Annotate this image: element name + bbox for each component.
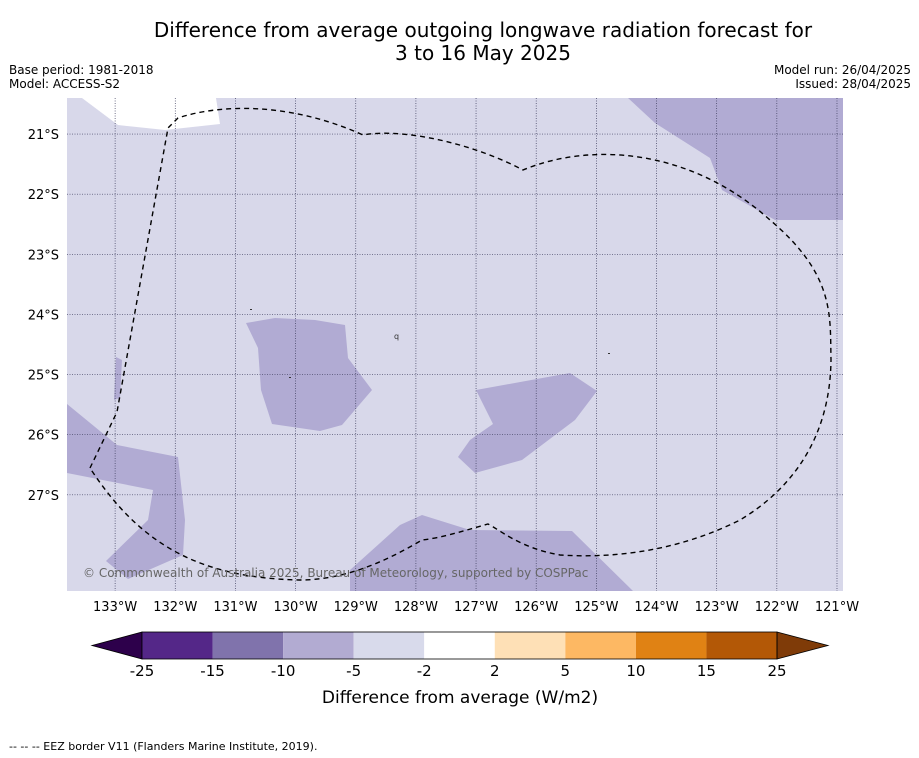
base-period: Base period: 1981-2018 (9, 63, 154, 77)
latitude-label: 22°S (28, 188, 59, 203)
eez-border-line (89, 107, 832, 581)
map-background (67, 98, 843, 591)
longitude-label: 133°W (93, 600, 137, 615)
colorbar: -25 -15 -10 -5 -2 2 5 10 15 25 (90, 631, 830, 680)
colorbar-tick-label: 2 (490, 662, 500, 680)
model-run: Model run: 26/04/2025 (773, 63, 911, 77)
latitude-label: 26°S (28, 429, 59, 444)
longitude-label: 132°W (153, 600, 197, 615)
longitude-label: 121°W (815, 600, 859, 615)
island-marker (250, 309, 252, 310)
negative-region-top-right (628, 98, 843, 220)
latitude-label: 21°S (28, 128, 59, 143)
colorbar-label: Difference from average (W/m2) (322, 688, 598, 708)
colorbar-segment (353, 632, 425, 659)
copyright-text: © Commonwealth of Australia 2025, Bureau… (83, 566, 588, 580)
longitude-label: 122°W (755, 600, 799, 615)
negative-region-center-right (458, 373, 597, 473)
negative-region-left (67, 404, 185, 579)
longitude-label: 126°W (514, 600, 558, 615)
colorbar-segment (494, 632, 566, 659)
island-marker (289, 377, 291, 378)
colorbar-segment (706, 632, 777, 659)
colorbar-tick-label: 5 (561, 662, 571, 680)
negative-region-bottom (350, 515, 633, 591)
island-marker (608, 353, 610, 354)
latitude-label: 27°S (28, 489, 59, 504)
longitude-label: 125°W (574, 600, 618, 615)
longitude-label: 123°W (695, 600, 739, 615)
longitude-label: 127°W (454, 600, 498, 615)
colorbar-extend-high (776, 631, 830, 660)
longitude-label: 124°W (634, 600, 678, 615)
model-name: Model: ACCESS-S2 (9, 77, 121, 91)
issued-date: Issued: 28/04/2025 (795, 77, 911, 91)
colorbar-tick-label: 25 (767, 662, 786, 680)
latitude-label: 25°S (28, 369, 59, 384)
colorbar-tick-label: -2 (417, 662, 432, 680)
footer-legend: -- -- -- EEZ border V11 (Flanders Marine… (9, 740, 318, 753)
colorbar-segment (212, 632, 284, 659)
colorbar-extend-low (90, 631, 143, 660)
colorbar-frame (141, 631, 778, 660)
title-line-1: Difference from average outgoing longwav… (153, 18, 813, 42)
colorbar-tick-label: -10 (271, 662, 296, 680)
negative-region-center-left (246, 318, 372, 431)
colorbar-tick-label: 15 (697, 662, 716, 680)
colorbar-segment (635, 632, 707, 659)
longitude-label: 130°W (274, 600, 318, 615)
title-line-2: 3 to 16 May 2025 (395, 41, 571, 65)
colorbar-segment (142, 632, 213, 659)
small-marker-label: q (394, 332, 399, 341)
colorbar-tick-label: -5 (346, 662, 361, 680)
colorbar-segment (283, 632, 354, 659)
longitude-label: 128°W (394, 600, 438, 615)
map-area: q © Commonwealth of Australia 2025, Bure… (67, 98, 843, 591)
longitude-label: 129°W (334, 600, 378, 615)
longitude-label: 131°W (213, 600, 257, 615)
latitude-label: 24°S (28, 308, 59, 323)
colorbar-tick-label: 10 (626, 662, 645, 680)
graticule (67, 98, 843, 591)
axis-labels: 133°W 132°W 131°W 130°W 129°W 128°W 127°W 126°W… (28, 128, 860, 615)
negative-region-sliver (114, 357, 122, 400)
colorbar-tick-label: -25 (130, 662, 155, 680)
colorbar-segment (424, 632, 495, 659)
meta-left: Base period: 1981-2018 Model: ACCESS-S2 (9, 63, 154, 91)
colorbar-segment (565, 632, 636, 659)
meta-right: Model run: 26/04/2025 Issued: 28/04/2025 (774, 63, 911, 91)
latitude-label: 23°S (28, 248, 59, 263)
chart-title: Difference from average outgoing longwav… (0, 19, 919, 65)
neutral-region-top-left (82, 98, 220, 130)
colorbar-tick-label: -15 (200, 662, 225, 680)
